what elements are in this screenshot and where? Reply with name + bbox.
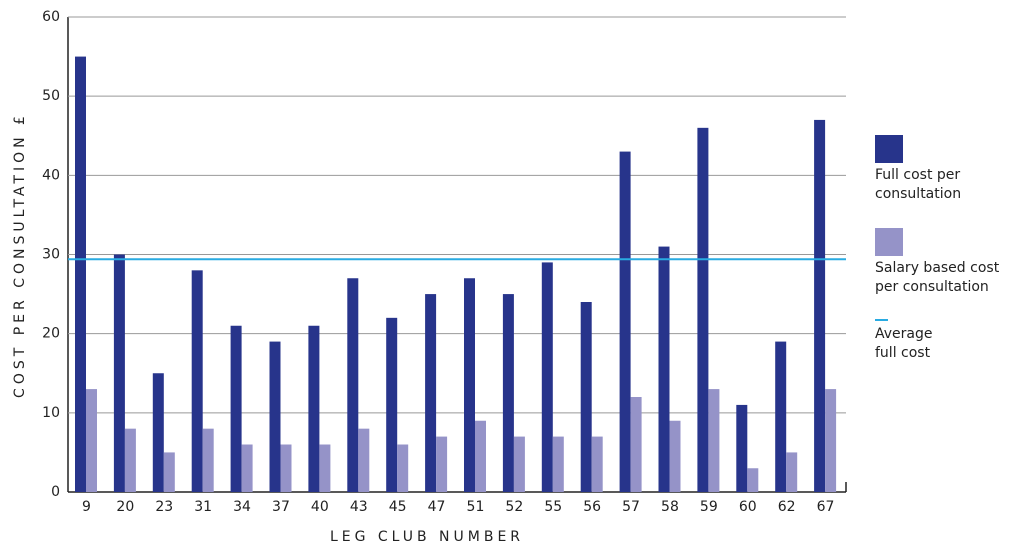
bar <box>697 127 709 492</box>
x-tick-label: 55 <box>544 499 562 515</box>
bar <box>358 428 370 492</box>
x-tick-label: 31 <box>194 499 212 515</box>
bar <box>502 294 514 492</box>
y-tick-label: 50 <box>42 88 60 104</box>
bar <box>347 278 359 492</box>
bar <box>280 444 292 492</box>
bar <box>591 436 603 492</box>
x-tick-label: 51 <box>467 499 485 515</box>
bar <box>241 444 253 492</box>
bar <box>619 151 631 493</box>
x-axis-label: LEG CLUB NUMBER <box>330 529 524 545</box>
legend-label: Average full cost <box>875 326 933 361</box>
bar <box>775 341 787 492</box>
bar <box>269 341 281 492</box>
bar <box>397 444 409 492</box>
x-tick-label: 59 <box>700 499 718 515</box>
bar <box>113 254 125 492</box>
x-tick-label: 58 <box>661 499 679 515</box>
bar <box>747 468 759 492</box>
x-tick-label: 52 <box>505 499 523 515</box>
bar <box>513 436 525 492</box>
bar <box>552 436 564 492</box>
bar <box>386 317 398 492</box>
bar <box>630 397 642 492</box>
legend-swatch <box>875 228 903 256</box>
x-tick-label: 37 <box>272 499 290 515</box>
x-tick-label: 57 <box>622 499 640 515</box>
bar <box>425 294 437 492</box>
bar <box>163 452 175 492</box>
bar <box>436 436 448 492</box>
x-tick-label: 45 <box>389 499 407 515</box>
y-axis-label: COST PER CONSULTATION £ <box>12 112 28 398</box>
x-tick-label: 67 <box>817 499 835 515</box>
x-tick-label: 43 <box>350 499 368 515</box>
bar <box>464 278 475 492</box>
bar <box>658 246 670 492</box>
bar <box>669 420 681 492</box>
bar <box>825 389 837 492</box>
y-tick-label: 10 <box>42 405 60 421</box>
x-tick-label: 20 <box>116 499 134 515</box>
bar <box>814 119 826 493</box>
x-tick-label: 34 <box>233 499 251 515</box>
x-tick-label: 47 <box>428 499 446 515</box>
bar <box>319 444 331 492</box>
bar <box>202 428 214 492</box>
y-tick-label: 30 <box>42 247 60 263</box>
x-tick-label: 9 <box>82 499 91 515</box>
y-tick-label: 40 <box>42 167 60 183</box>
bar <box>580 302 592 492</box>
bar <box>75 56 86 492</box>
bar <box>736 404 748 492</box>
legend-label: Full cost per consultation <box>875 167 962 202</box>
bar <box>86 389 97 492</box>
legend-label: Salary based cost per consultation <box>875 260 1000 295</box>
bar <box>191 270 203 492</box>
bar <box>152 373 164 492</box>
legend-swatch <box>875 135 903 163</box>
bar <box>124 428 136 492</box>
x-tick-label: 60 <box>739 499 757 515</box>
y-tick-label: 0 <box>51 484 60 500</box>
bar <box>708 389 720 492</box>
x-tick-label: 62 <box>778 499 796 515</box>
x-tick-label: 23 <box>155 499 173 515</box>
bar <box>541 262 553 492</box>
bar <box>230 325 242 492</box>
y-tick-label: 20 <box>42 326 60 342</box>
x-tick-label: 40 <box>311 499 329 515</box>
bar <box>786 452 798 492</box>
bar <box>475 420 486 492</box>
bar <box>308 325 320 492</box>
y-tick-label: 60 <box>42 9 60 25</box>
x-tick-label: 56 <box>583 499 601 515</box>
